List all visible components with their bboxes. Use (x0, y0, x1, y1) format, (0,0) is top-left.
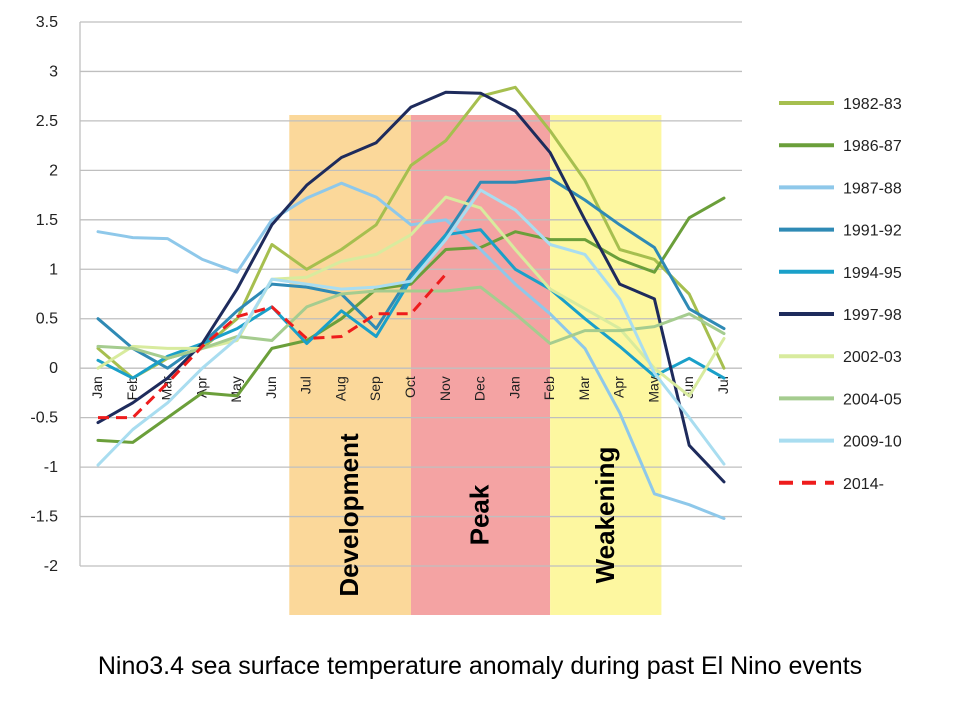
legend: 1982-83 1986-87 1987-88 1991-92 1994-95 1997-… (779, 96, 902, 493)
legend-label-2002-03: 2002-03 (843, 349, 902, 366)
x-tick-label: Nov (437, 376, 453, 401)
legend-label-1982-83: 1982-83 (843, 96, 902, 113)
legend-label-1987-88: 1987-88 (843, 180, 902, 197)
x-tick-label: Mar (576, 376, 592, 400)
series-line-2014 (98, 273, 447, 420)
y-tick-label: 3 (49, 63, 58, 80)
gridlines (79, 21, 742, 567)
phase-label-peak: Peak (465, 484, 495, 545)
x-tick-label: Jul (715, 376, 731, 394)
phase-labels: Development Peak Weakening (334, 433, 620, 597)
y-tick-label: -1.5 (30, 509, 58, 526)
x-tick-label: Jul (298, 376, 314, 394)
legend-label-2004-05: 2004-05 (843, 391, 902, 408)
series-lines (96, 85, 726, 520)
x-tick-label: Apr (611, 376, 627, 398)
legend-label-1994-95: 1994-95 (843, 265, 902, 282)
x-tick-label: Aug (332, 376, 348, 401)
x-tick-label: Jan (89, 376, 105, 399)
legend-label-1997-98: 1997-98 (843, 307, 902, 324)
y-tick-label: -0.5 (30, 410, 58, 427)
x-tick-label: Dec (472, 376, 488, 401)
x-tick-label: Jan (506, 376, 522, 399)
y-tick-label: -2 (44, 558, 58, 575)
y-tick-label: -1 (44, 459, 58, 476)
legend-label-1986-87: 1986-87 (843, 138, 902, 155)
series-line-1997-98 (96, 90, 726, 484)
legend-label-2009-10: 2009-10 (843, 434, 902, 451)
series-line-1986-87 (96, 196, 726, 444)
chart-caption: Nino3.4 sea surface temperature anomaly … (97, 652, 863, 680)
series-line-1987-88 (96, 181, 726, 520)
y-tick-label: 2.5 (36, 113, 58, 130)
x-tick-label: Sep (367, 376, 383, 401)
y-tick-label: 1 (49, 261, 58, 278)
x-tick-label: Feb (124, 376, 140, 400)
legend-label-1991-92: 1991-92 (843, 223, 902, 240)
phase-label-development: Development (334, 433, 364, 597)
y-tick-label: 0 (49, 360, 58, 377)
x-axis: Jan Feb Mar Apr May Jun Jul Aug Sep Oct Nov Dec Jan F… (89, 376, 731, 403)
y-tick-label: 0.5 (36, 311, 58, 328)
y-tick-label: 3.5 (36, 14, 58, 31)
chart: 3.5 3 2.5 2 1.5 1 0.5 0 -0.5 -1 -1.5 -2 Jan Feb Mar Ap… (30, 14, 902, 615)
phase-band-peak (411, 115, 551, 615)
x-tick-label: Oct (402, 376, 418, 398)
x-tick-label: Jun (263, 376, 279, 399)
y-tick-label: 1.5 (36, 212, 58, 229)
y-tick-label: 2 (49, 162, 58, 179)
x-tick-label: Feb (541, 376, 557, 400)
series-line-2009-10 (96, 188, 726, 467)
legend-label-2014: 2014- (843, 476, 884, 493)
y-axis: 3.5 3 2.5 2 1.5 1 0.5 0 -0.5 -1 -1.5 -2 (30, 14, 58, 575)
x-tick-label: May (645, 376, 661, 402)
phase-label-weakening: Weakening (590, 447, 620, 584)
